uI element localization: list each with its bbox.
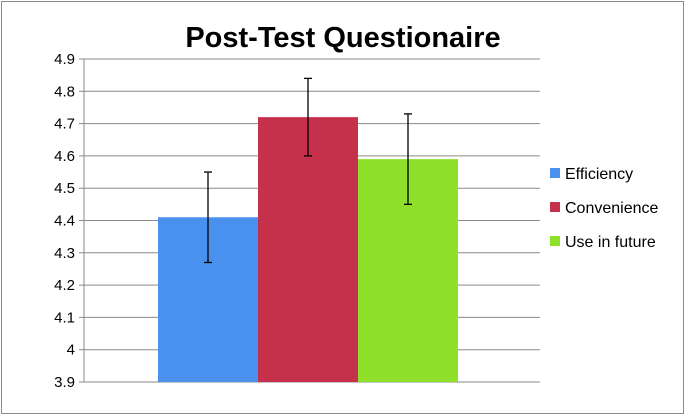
y-tick-label: 4.1 — [54, 309, 75, 326]
bar-convenience — [258, 117, 358, 382]
y-tick-label: 4.8 — [54, 83, 75, 100]
y-tick-label: 4.9 — [54, 51, 75, 68]
error-bars — [204, 77, 412, 264]
y-tick-label: 4.6 — [54, 148, 75, 165]
legend-swatch — [550, 236, 560, 246]
y-axis: 3.9 4 4.1 4.2 4.3 4.4 4.5 4.6 4.7 4.8 4.9 — [54, 51, 85, 391]
bars — [158, 117, 458, 382]
y-tick-label: 4.4 — [54, 213, 75, 230]
legend-label: Efficiency — [565, 166, 633, 183]
y-tick-label: 4 — [67, 342, 75, 359]
legend-swatch — [550, 168, 560, 178]
y-tick-label: 4.7 — [54, 116, 75, 133]
legend-label: Convenience — [565, 200, 659, 217]
legend-swatch — [550, 202, 560, 212]
chart-title: Post-Test Questionaire — [185, 22, 500, 54]
legend: Efficiency Convenience Use in future — [550, 166, 659, 251]
y-tick-label: 3.9 — [54, 374, 75, 391]
y-tick-label: 4.2 — [54, 277, 75, 294]
y-tick-label: 4.3 — [54, 245, 75, 262]
legend-label: Use in future — [565, 234, 656, 251]
y-tick-label: 4.5 — [54, 180, 75, 197]
